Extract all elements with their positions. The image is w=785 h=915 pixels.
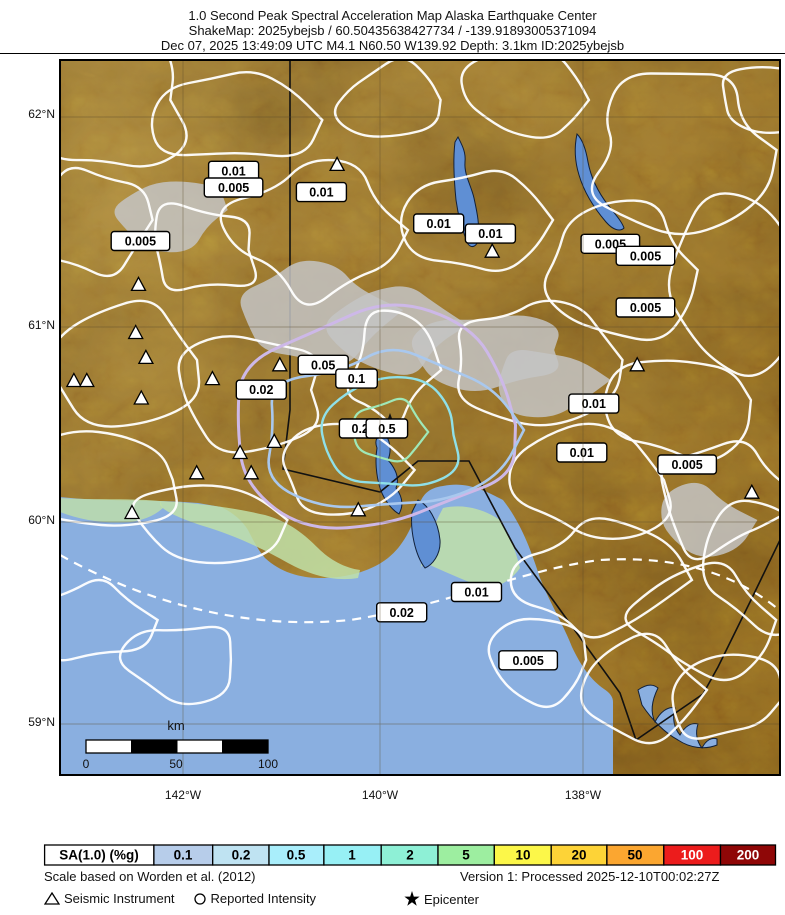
svg-text:5: 5 (462, 848, 470, 863)
svg-text:100: 100 (681, 848, 704, 863)
svg-text:50: 50 (627, 848, 642, 863)
svg-text:1: 1 (348, 848, 356, 863)
svg-text:0.2: 0.2 (232, 848, 251, 863)
svg-text:SA(1.0) (%g): SA(1.0) (%g) (59, 848, 139, 863)
svg-text:0.5: 0.5 (287, 848, 306, 863)
svg-text:0.1: 0.1 (174, 848, 193, 863)
svg-text:10: 10 (515, 848, 530, 863)
svg-text:2: 2 (406, 848, 414, 863)
svg-text:20: 20 (571, 848, 586, 863)
svg-text:200: 200 (737, 848, 760, 863)
